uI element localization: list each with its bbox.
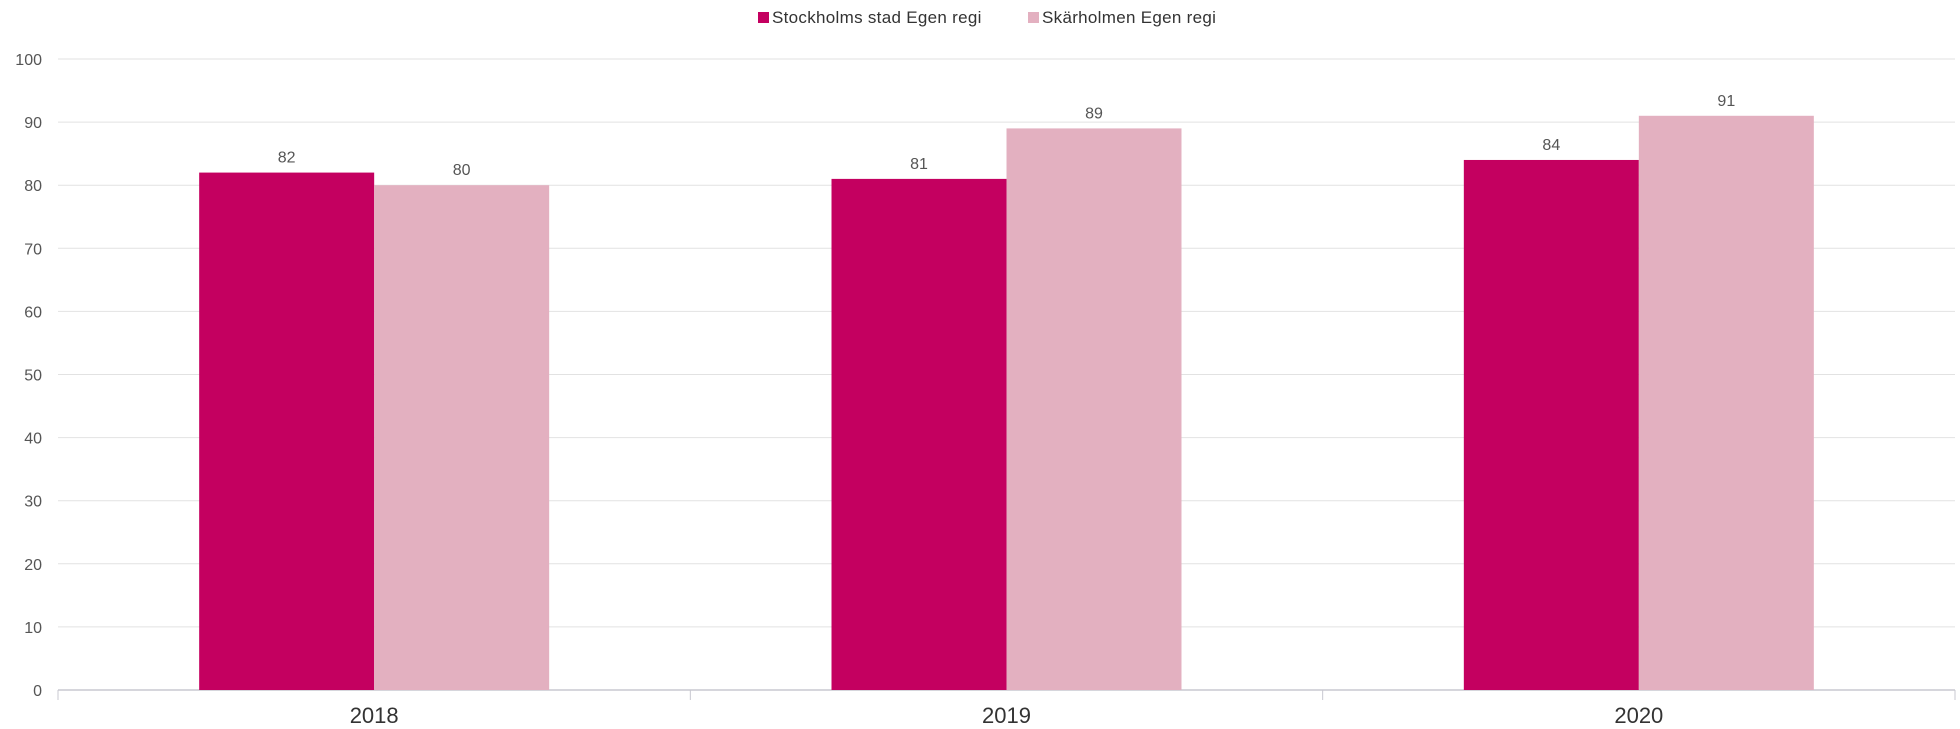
y-tick-label: 60 bbox=[24, 304, 42, 321]
bar-2018-series-0[interactable] bbox=[199, 172, 375, 690]
data-labels: 82 80 81 89 84 91 bbox=[278, 93, 1736, 179]
bar-2020-series-1[interactable] bbox=[1638, 115, 1814, 691]
legend-item[interactable]: Skärholmen Egen regi bbox=[1028, 8, 1216, 27]
y-tick-label: 70 bbox=[24, 241, 42, 258]
data-label: 82 bbox=[278, 150, 296, 167]
bar-2019-series-1[interactable] bbox=[1006, 128, 1182, 690]
data-label: 84 bbox=[1542, 137, 1560, 154]
y-tick-label: 40 bbox=[24, 431, 42, 448]
y-tick-label: 30 bbox=[24, 494, 42, 511]
data-label: 91 bbox=[1717, 93, 1735, 110]
legend-label: Skärholmen Egen regi bbox=[1042, 8, 1216, 27]
y-tick-label: 80 bbox=[24, 178, 42, 195]
y-tick-label: 50 bbox=[24, 368, 42, 385]
y-tick-label: 20 bbox=[24, 557, 42, 574]
data-label: 89 bbox=[1085, 105, 1103, 122]
legend: Stockholms stad Egen regi Skärholmen Egen… bbox=[758, 8, 1216, 27]
y-tick-label: 10 bbox=[24, 620, 42, 637]
legend-item[interactable]: Stockholms stad Egen regi bbox=[758, 8, 982, 27]
y-tick-label: 90 bbox=[24, 115, 42, 132]
legend-swatch bbox=[1028, 12, 1039, 23]
y-tick-label: 0 bbox=[33, 683, 42, 700]
bar-2018-series-1[interactable] bbox=[374, 185, 550, 690]
bar-2019-series-0[interactable] bbox=[831, 178, 1007, 690]
data-label: 81 bbox=[910, 156, 928, 173]
data-label: 80 bbox=[453, 162, 471, 179]
x-tick-label: 2018 bbox=[350, 703, 399, 728]
bars bbox=[199, 115, 1814, 691]
y-tick-label: 100 bbox=[15, 52, 42, 69]
y-axis: 0 10 20 30 40 50 60 70 80 90 100 bbox=[15, 52, 42, 700]
x-tick-label: 2020 bbox=[1614, 703, 1663, 728]
x-axis: 2018 2019 2020 bbox=[57, 689, 1956, 728]
bar-2020-series-0[interactable] bbox=[1463, 159, 1639, 690]
legend-swatch bbox=[758, 12, 769, 23]
x-tick-label: 2019 bbox=[982, 703, 1031, 728]
legend-label: Stockholms stad Egen regi bbox=[772, 8, 982, 27]
